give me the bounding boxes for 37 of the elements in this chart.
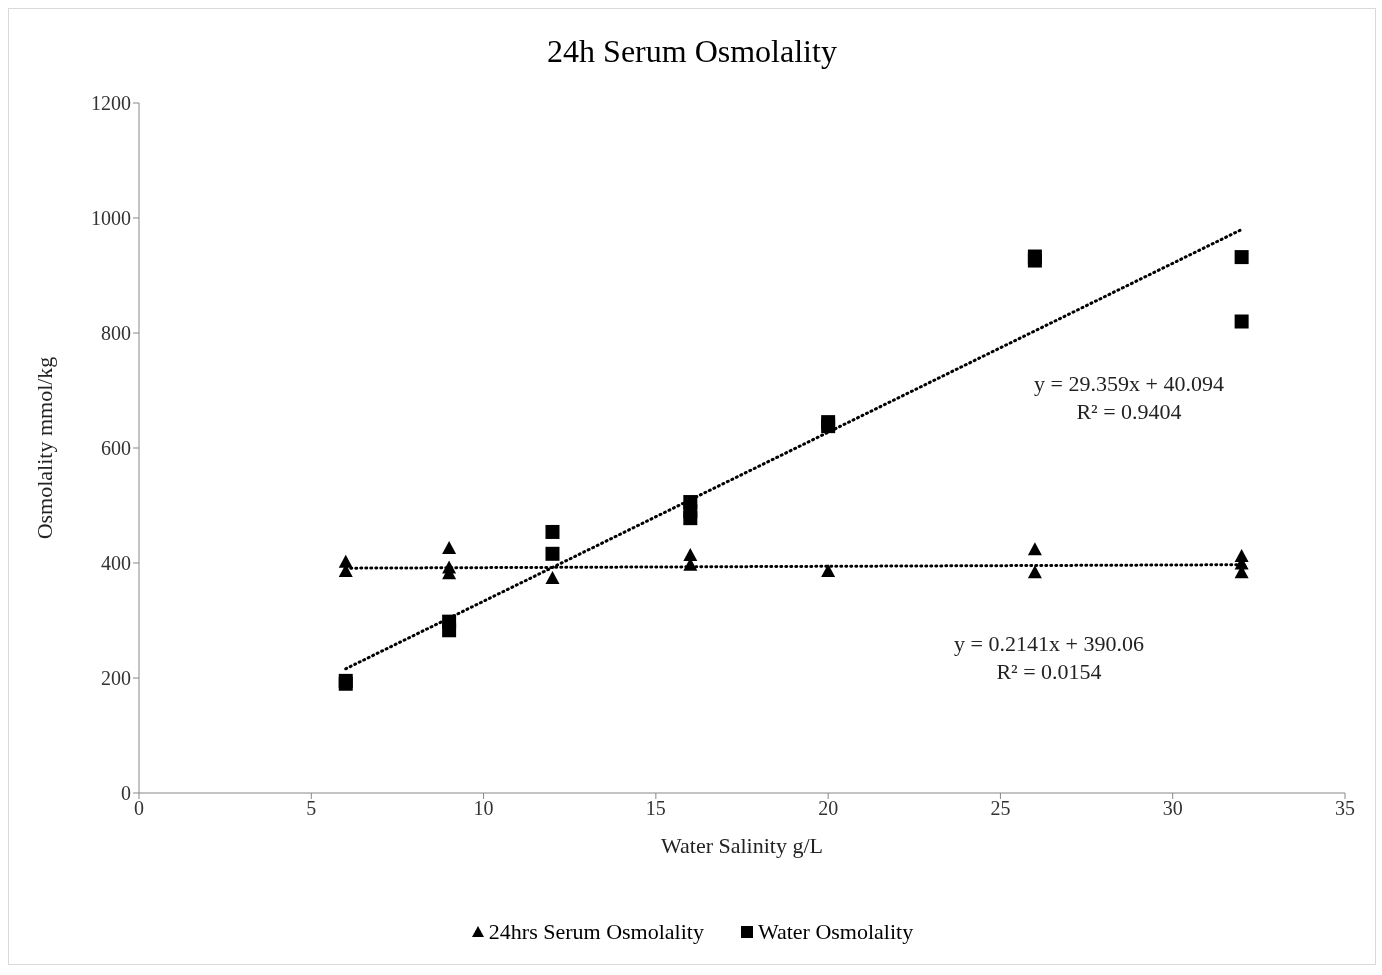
x-tick-label: 30 [1162,797,1183,820]
point [1027,253,1042,268]
y-tick-label: 1000 [91,207,131,230]
point [442,614,457,629]
point [821,419,836,434]
point [442,541,457,555]
point [1027,565,1042,579]
x-tick-label: 25 [990,797,1011,820]
point [545,570,560,584]
point [683,511,698,526]
point [1234,250,1249,265]
x-axis-title: Water Salinity g/L [661,833,823,858]
y-tick-label: 800 [101,322,131,345]
point [683,547,698,561]
annotation: R² = 0.0154 [996,659,1102,685]
annotation: y = 29.359x + 40.094 [1034,371,1224,397]
x-tick-label: 10 [473,797,494,820]
x-tick-label: 20 [818,797,839,820]
point [545,546,560,561]
y-tick-label: 400 [101,552,131,575]
y-tick-label: 1200 [91,92,131,115]
y-tick-label: 200 [101,667,131,690]
y-tick-label: 0 [121,782,131,805]
point [1234,314,1249,329]
legend-label: Water Osmolality [757,919,914,945]
legend-label: 24hrs Serum Osmolality [488,919,704,945]
annotation: R² = 0.9404 [1076,399,1182,425]
annotation: y = 0.2141x + 390.06 [954,631,1144,657]
y-axis-title: Osmolality mmol/kg [31,356,57,540]
x-tick-label: 15 [645,797,666,820]
y-tick-label: 600 [101,437,131,460]
point [821,564,836,578]
point [545,524,560,539]
chart-title: 24h Serum Osmolality [546,32,838,71]
x-tick-label: 5 [306,797,317,820]
x-tick-label: 35 [1335,797,1355,820]
point [1027,542,1042,556]
